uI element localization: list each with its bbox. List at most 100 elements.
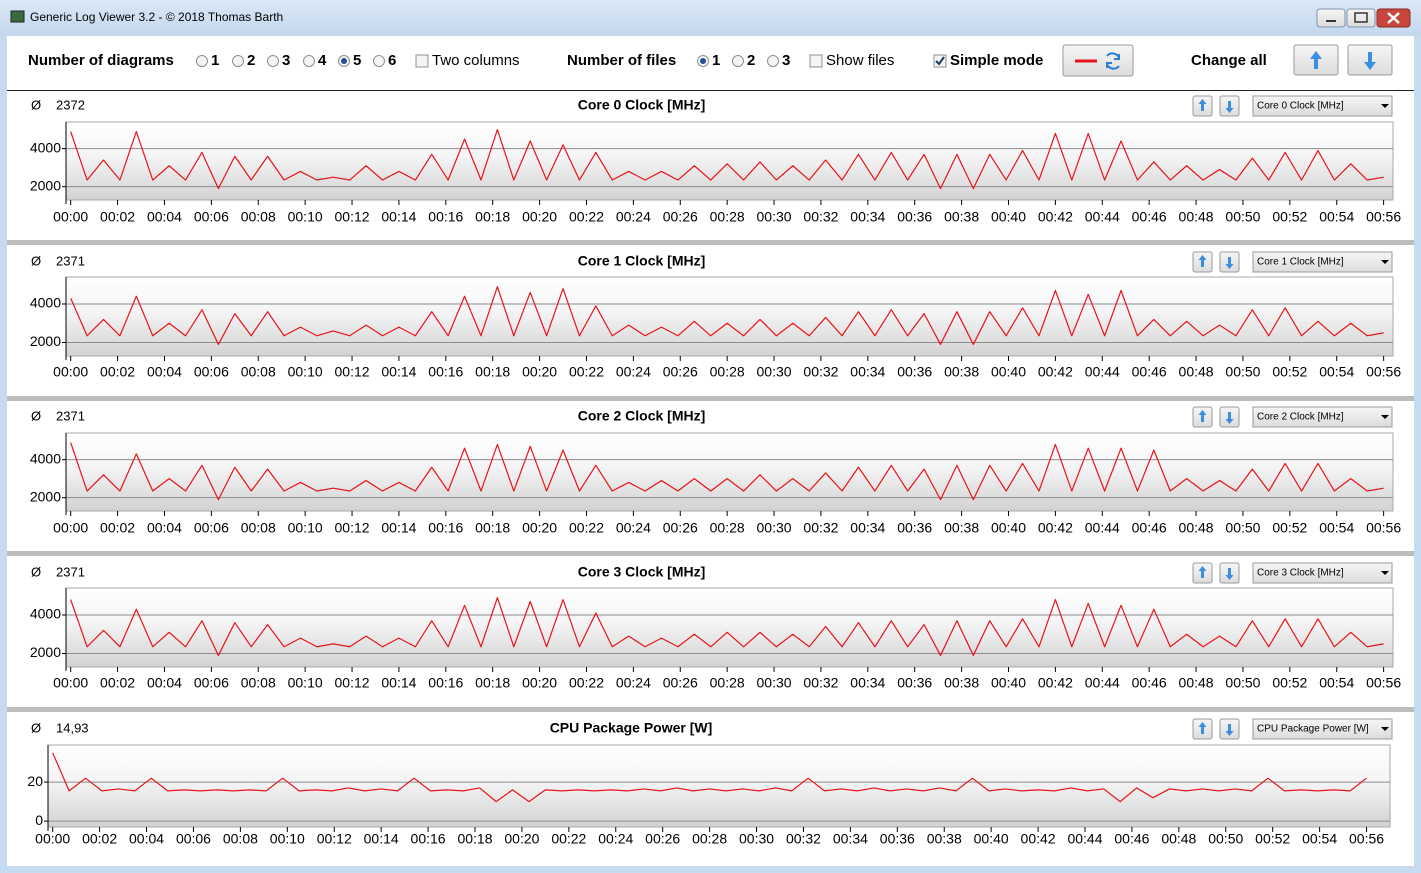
x-tick-label: 00:46 (1132, 209, 1167, 225)
x-tick-label: 00:36 (897, 209, 932, 225)
radio-dot (700, 58, 706, 64)
x-tick-label: 00:04 (147, 209, 182, 225)
series-dropdown[interactable] (1252, 406, 1393, 428)
x-tick-label: 00:16 (411, 831, 446, 847)
data-line (70, 286, 1384, 346)
x-tick-label: 00:42 (1038, 520, 1073, 536)
x-tick-label: 00:02 (82, 831, 117, 847)
x-tick-label: 00:16 (428, 675, 463, 691)
files-label: Number of files (567, 52, 676, 69)
checkmark (935, 56, 945, 66)
dropdown-text: CPU Package Power [W] (1257, 724, 1369, 735)
color-button[interactable] (1062, 44, 1134, 77)
x-tick-label: 00:50 (1225, 675, 1260, 691)
dropdown-arrow (1381, 104, 1389, 108)
x-tick-label: 00:38 (944, 209, 979, 225)
x-tick-label: 00:04 (129, 831, 164, 847)
x-tick-label: 00:02 (100, 520, 135, 536)
x-tick-label: 00:48 (1179, 209, 1214, 225)
x-tick-label: 00:02 (100, 364, 135, 380)
x-tick-label: 00:38 (927, 831, 962, 847)
change-all-label: Change all (1191, 52, 1267, 69)
average-symbol: Ø (31, 253, 41, 268)
checkbox[interactable] (415, 54, 429, 68)
plot-area (47, 744, 1391, 828)
x-tick-label: 00:48 (1179, 520, 1214, 536)
y-tick-label: 4000 (30, 606, 61, 622)
minimize-button[interactable] (1316, 8, 1346, 28)
x-tick-label: 00:30 (757, 675, 792, 691)
average-symbol: Ø (31, 408, 41, 423)
radio-button[interactable] (196, 55, 208, 67)
x-tick-label: 00:44 (1085, 209, 1120, 225)
x-tick-label: 00:22 (551, 831, 586, 847)
radio-label: 5 (353, 52, 361, 69)
chart-panel: Ø 2372 Core 0 Clock [MHz] Core 0 Clock [MHz… (30, 95, 1401, 225)
radio-dot (341, 58, 347, 64)
maximize-button[interactable] (1346, 8, 1376, 28)
x-tick-label: 00:00 (53, 675, 88, 691)
dropdown-arrow (1381, 571, 1389, 575)
chart-panel: Ø 2371 Core 2 Clock [MHz] Core 2 Clock [MHz… (7, 396, 1414, 536)
radio-button[interactable] (267, 55, 279, 67)
series-dropdown[interactable] (1252, 251, 1393, 273)
radio-button[interactable] (732, 55, 744, 67)
up-arrow-icon (1198, 255, 1207, 267)
x-tick-label: 00:40 (991, 364, 1026, 380)
series-dropdown[interactable] (1252, 562, 1393, 584)
checkbox[interactable] (809, 54, 823, 68)
radio-label: 3 (782, 52, 790, 69)
x-tick-label: 00:22 (569, 520, 604, 536)
radio-button[interactable] (232, 55, 244, 67)
average-value: 2371 (56, 253, 85, 268)
y-tick-label: 2000 (30, 333, 61, 349)
radio-button[interactable] (303, 55, 315, 67)
panel-separator (7, 396, 1414, 401)
x-tick-label: 00:56 (1366, 209, 1401, 225)
x-tick-label: 00:46 (1114, 831, 1149, 847)
y-tick-label: 0 (35, 812, 43, 828)
series-dropdown[interactable] (1252, 95, 1393, 117)
y-tick-label: 2000 (30, 177, 61, 193)
x-tick-label: 00:14 (364, 831, 399, 847)
series-dropdown[interactable] (1252, 718, 1393, 740)
x-tick-label: 00:12 (335, 364, 370, 380)
x-tick-label: 00:18 (475, 520, 510, 536)
toolbar: Number of diagrams 1 2 3 4 5 6 Two columns Numbe… (28, 44, 1393, 77)
maximize-icon (1354, 12, 1368, 23)
y-tick-label: 4000 (30, 450, 61, 466)
x-tick-label: 00:14 (381, 675, 416, 691)
radio-button[interactable] (767, 55, 779, 67)
x-tick-label: 00:28 (710, 675, 745, 691)
down-arrow-icon (1225, 257, 1234, 269)
down-arrow-icon (1225, 101, 1234, 113)
x-tick-label: 00:00 (53, 209, 88, 225)
down-arrow-icon (1225, 724, 1234, 736)
radio-button[interactable] (373, 55, 385, 67)
chart-title: Core 0 Clock [MHz] (578, 97, 706, 113)
x-tick-label: 00:32 (803, 209, 838, 225)
panel-separator (7, 551, 1414, 556)
x-tick-label: 00:16 (428, 209, 463, 225)
radio-label: 1 (712, 52, 720, 69)
x-tick-label: 00:04 (147, 675, 182, 691)
x-tick-label: 00:34 (833, 831, 868, 847)
x-tick-label: 00:08 (241, 520, 276, 536)
x-tick-label: 00:50 (1225, 209, 1260, 225)
x-tick-label: 00:00 (53, 520, 88, 536)
x-tick-label: 00:22 (569, 364, 604, 380)
x-tick-label: 00:22 (569, 209, 604, 225)
x-tick-label: 00:06 (176, 831, 211, 847)
average-symbol: Ø (31, 720, 41, 735)
x-tick-label: 00:56 (1366, 675, 1401, 691)
x-tick-label: 00:20 (522, 520, 557, 536)
x-tick-label: 00:08 (223, 831, 258, 847)
x-tick-label: 00:26 (663, 675, 698, 691)
x-tick-label: 00:48 (1179, 364, 1214, 380)
swap-icon (1106, 52, 1120, 70)
x-tick-label: 00:06 (194, 364, 229, 380)
data-line (70, 129, 1384, 190)
x-tick-label: 00:52 (1272, 209, 1307, 225)
x-tick-label: 00:24 (616, 675, 651, 691)
x-tick-label: 00:54 (1319, 209, 1354, 225)
